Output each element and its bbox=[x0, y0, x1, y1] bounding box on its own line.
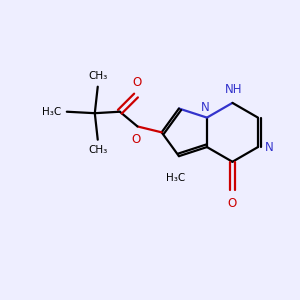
Text: H₃C: H₃C bbox=[167, 173, 186, 183]
Text: N: N bbox=[201, 101, 210, 114]
Text: H₃C: H₃C bbox=[42, 107, 62, 117]
Text: N: N bbox=[264, 141, 273, 154]
Text: NH: NH bbox=[225, 83, 243, 96]
Text: O: O bbox=[131, 133, 141, 146]
Text: CH₃: CH₃ bbox=[88, 145, 107, 155]
Text: O: O bbox=[228, 197, 237, 210]
Text: CH₃: CH₃ bbox=[88, 71, 107, 81]
Text: O: O bbox=[133, 76, 142, 89]
